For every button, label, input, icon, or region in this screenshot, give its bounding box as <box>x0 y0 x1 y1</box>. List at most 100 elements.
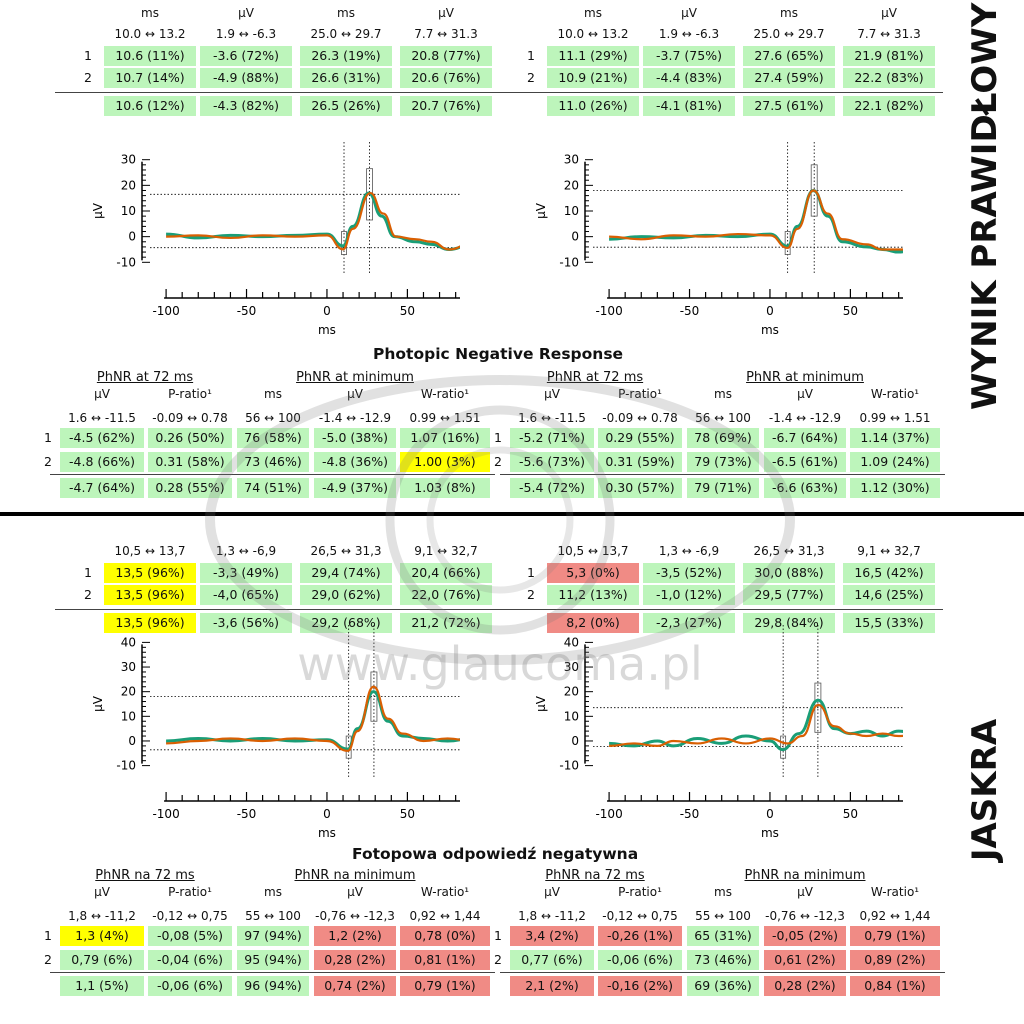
range-label: -1.4 ↔ -12.9 <box>768 411 842 425</box>
value-cell: 29,2 (68%) <box>300 613 392 633</box>
value-cell: 2,1 (2%) <box>510 976 594 996</box>
value-cell: 11.1 (29%) <box>547 46 639 66</box>
x-axis-label: ms <box>761 323 779 337</box>
value-cell: 0,79 (6%) <box>60 950 144 970</box>
unit-label: W-ratio¹ <box>420 387 470 401</box>
value-cell: -5.0 (38%) <box>314 428 396 448</box>
row-label: 1 <box>494 928 502 943</box>
series-line <box>166 191 460 251</box>
value-cell: 1,2 (2%) <box>314 926 396 946</box>
unit-label: ms <box>714 885 732 899</box>
row-label: 2 <box>44 454 52 469</box>
value-cell: -3,6 (56%) <box>200 613 292 633</box>
unit-label: µV <box>797 387 813 401</box>
x-tick-label: -50 <box>237 304 257 318</box>
unit-label: ms <box>141 6 159 20</box>
series-line <box>166 191 460 251</box>
range-label: 25.0 ↔ 29.7 <box>310 27 382 41</box>
value-cell: 13,5 (96%) <box>104 613 196 633</box>
x-tick-label: 0 <box>323 807 331 821</box>
range-label: 1.9 ↔ -6.3 <box>658 27 720 41</box>
value-cell: 65 (31%) <box>687 926 759 946</box>
value-cell: -0,16 (2%) <box>598 976 682 996</box>
range-label: 0,92 ↔ 1,44 <box>409 909 481 923</box>
y-tick-label: 10 <box>564 204 579 218</box>
value-cell: 0.31 (59%) <box>598 452 682 472</box>
x-axis-label: ms <box>318 826 336 840</box>
phnr72-header: PhNR na 72 ms <box>95 868 195 883</box>
value-cell: -0,08 (5%) <box>148 926 232 946</box>
series-line <box>609 189 903 251</box>
value-cell: 0,89 (2%) <box>850 950 940 970</box>
y-tick-label: -10 <box>559 255 579 269</box>
range-label: 1.6 ↔ -11.5 <box>68 411 136 425</box>
value-cell: 20.6 (76%) <box>400 68 492 88</box>
row-label: 2 <box>527 587 535 602</box>
value-cell: -0,04 (6%) <box>148 950 232 970</box>
x-axis-label: ms <box>761 826 779 840</box>
range-label: 10,5 ↔ 13,7 <box>557 544 629 558</box>
value-cell: 1,1 (5%) <box>60 976 144 996</box>
value-cell: 69 (36%) <box>687 976 759 996</box>
value-cell: -3.7 (75%) <box>643 46 735 66</box>
value-cell: -0,05 (2%) <box>764 926 846 946</box>
value-cell: 79 (73%) <box>687 452 759 472</box>
unit-label: ms <box>337 6 355 20</box>
range-label: -0.09 ↔ 0.78 <box>602 411 678 425</box>
row-label: 2 <box>84 587 92 602</box>
value-cell: -5.4 (72%) <box>510 478 594 498</box>
range-label: 9,1 ↔ 32,7 <box>414 544 478 558</box>
y-tick-label: 0 <box>128 230 136 244</box>
value-cell: 26.6 (31%) <box>300 68 392 88</box>
value-cell: 26.5 (26%) <box>300 96 392 116</box>
y-axis-label: µV <box>534 695 548 712</box>
value-cell: 1.07 (16%) <box>400 428 490 448</box>
row-label: 2 <box>84 70 92 85</box>
value-cell: 0,78 (0%) <box>400 926 490 946</box>
x-tick-label: 0 <box>766 807 774 821</box>
x-tick-label: -100 <box>595 304 622 318</box>
unit-label: ms <box>714 387 732 401</box>
unit-label: µV <box>438 6 454 20</box>
divider <box>55 609 500 610</box>
side-label-normal: WYNIK PRAWIDŁOWY <box>965 2 1005 410</box>
unit-label: µV <box>94 387 110 401</box>
x-tick-label: 0 <box>323 304 331 318</box>
value-cell: 14,6 (25%) <box>843 585 935 605</box>
y-axis-label: µV <box>534 202 548 219</box>
x-tick-label: -50 <box>680 807 700 821</box>
divider <box>50 972 495 973</box>
value-cell: -2,3 (27%) <box>643 613 735 633</box>
x-tick-label: -100 <box>152 304 179 318</box>
x-tick-label: -100 <box>152 807 179 821</box>
range-label: 26,5 ↔ 31,3 <box>310 544 382 558</box>
value-cell: -0,26 (1%) <box>598 926 682 946</box>
value-cell: 73 (46%) <box>237 452 309 472</box>
value-cell: 21,2 (72%) <box>400 613 492 633</box>
value-cell: 27.6 (65%) <box>743 46 835 66</box>
side-label-glaucoma: JASKRA <box>965 718 1005 862</box>
value-cell: -5.2 (71%) <box>510 428 594 448</box>
range-label: 9,1 ↔ 32,7 <box>857 544 921 558</box>
phnr-title: Photopic Negative Response <box>373 345 624 363</box>
value-cell: 79 (71%) <box>687 478 759 498</box>
value-cell: -4.4 (83%) <box>643 68 735 88</box>
value-cell: 11.0 (26%) <box>547 96 639 116</box>
value-cell: 3,4 (2%) <box>510 926 594 946</box>
value-cell: 21.9 (81%) <box>843 46 935 66</box>
divider <box>55 92 500 93</box>
value-cell: 30,0 (88%) <box>743 563 835 583</box>
x-tick-label: 50 <box>400 304 415 318</box>
y-tick-label: -10 <box>116 255 136 269</box>
y-tick-label: 0 <box>128 734 136 748</box>
unit-label: P-ratio¹ <box>618 885 662 899</box>
value-cell: 78 (69%) <box>687 428 759 448</box>
row-label: 1 <box>527 565 535 580</box>
divider <box>498 609 943 610</box>
y-tick-label: 20 <box>564 685 579 699</box>
x-tick-label: 0 <box>766 304 774 318</box>
x-axis-label: ms <box>318 323 336 337</box>
phnr72-header: PhNR na 72 ms <box>545 868 645 883</box>
value-cell: 0,79 (1%) <box>400 976 490 996</box>
value-cell: -4.1 (81%) <box>643 96 735 116</box>
